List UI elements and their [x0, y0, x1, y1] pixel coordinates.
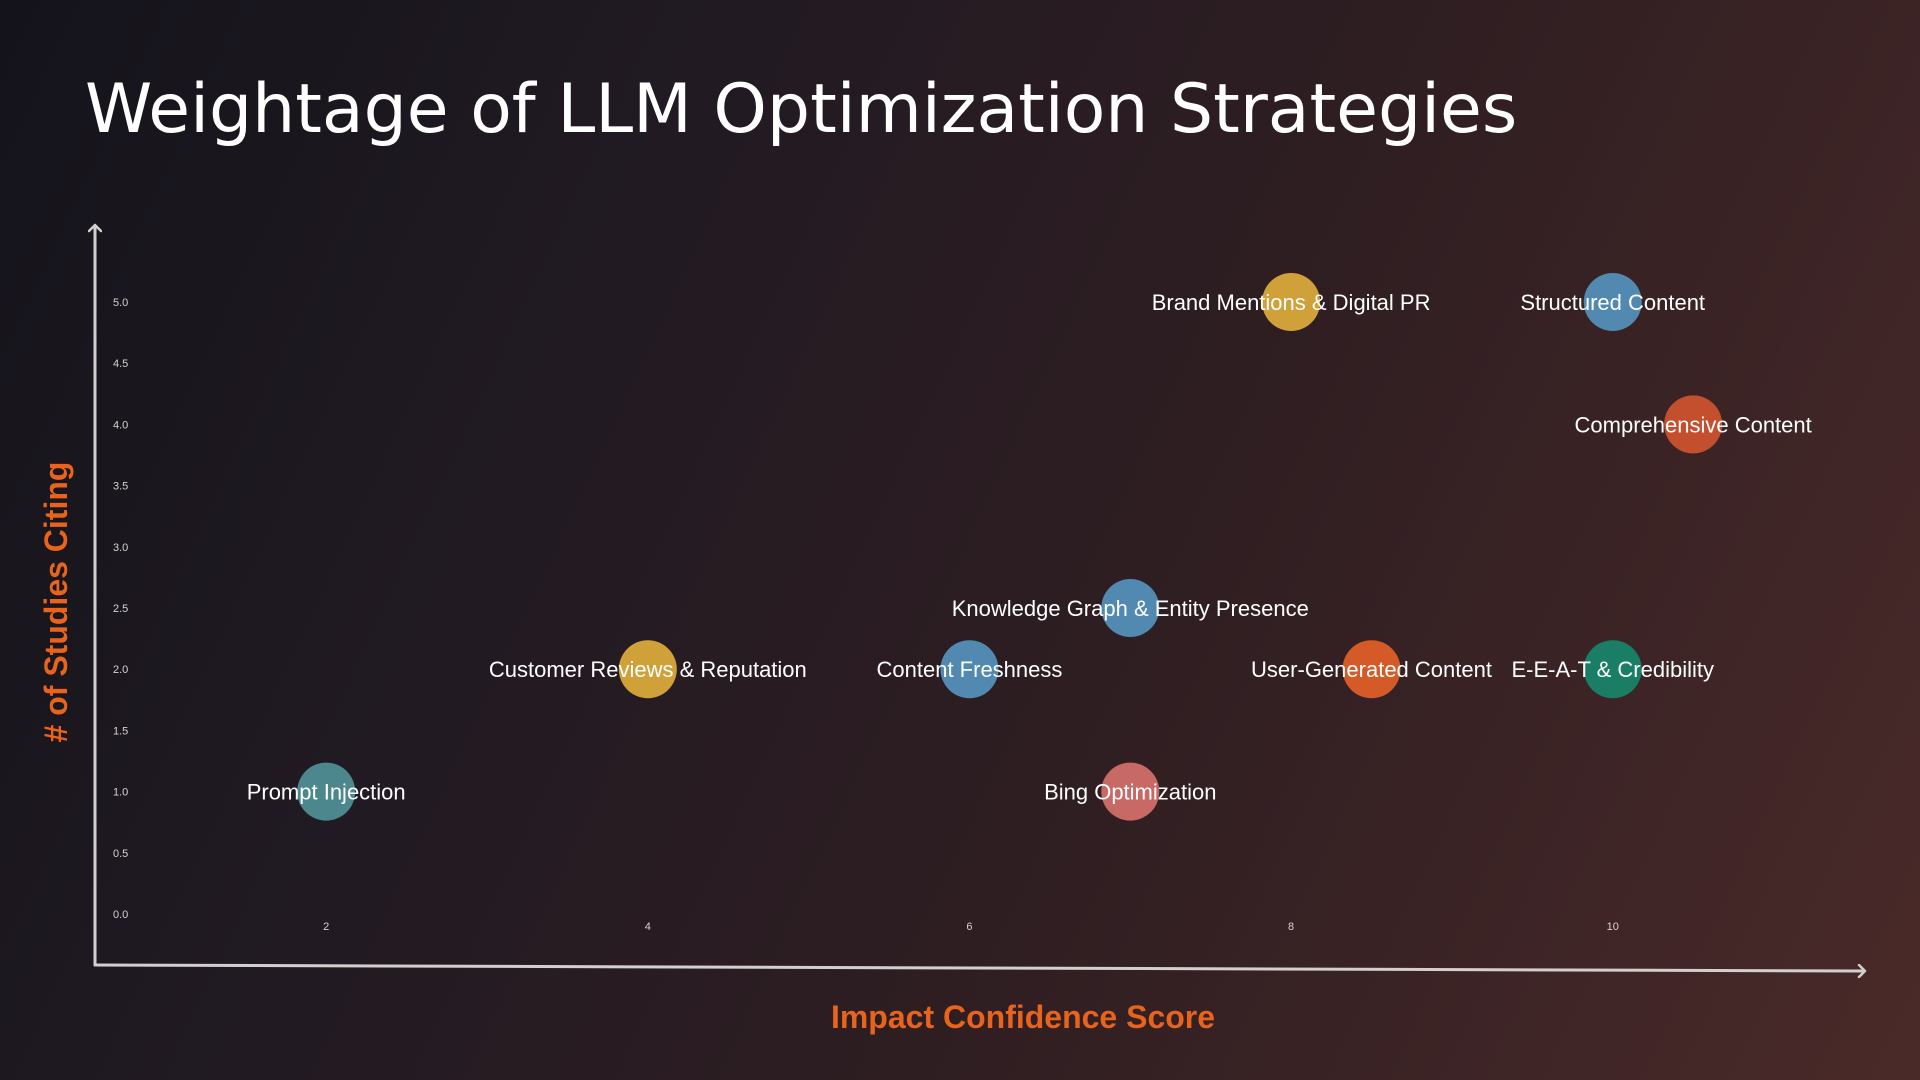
x-tick-label: 2: [323, 921, 329, 933]
data-point: [940, 640, 999, 699]
data-point-label: Comprehensive Content: [1575, 412, 1812, 437]
x-axis-title: Impact Confidence Score: [831, 999, 1215, 1035]
data-point: [1262, 273, 1321, 331]
data-points: [297, 273, 1723, 821]
x-tick-label: 6: [966, 921, 972, 933]
chart-title: Weightage of LLM Optimization Strategies: [85, 70, 1518, 149]
data-point-label: User-Generated Content: [1251, 657, 1492, 682]
x-tick-label: 4: [645, 921, 651, 933]
x-tick-label: 10: [1607, 921, 1619, 933]
y-tick-label: 2.0: [113, 664, 128, 676]
x-tick-label: 8: [1288, 921, 1294, 933]
data-point-label: E-E-A-T & Credibility: [1511, 657, 1714, 682]
y-tick-labels: 0.0 0.5 1.0 1.5 2.0 2.5 3.0 3.5 4.0 4.5 5.0: [113, 297, 128, 921]
data-point-label: Customer Reviews & Reputation: [489, 657, 807, 682]
y-tick-label: 1.5: [113, 725, 128, 737]
y-tick-label: 1.0: [113, 787, 128, 799]
y-tick-label: 3.5: [113, 481, 128, 493]
data-point: [297, 762, 356, 821]
data-point-label: Bing Optimization: [1044, 780, 1216, 805]
data-point-label: Content Freshness: [877, 657, 1063, 682]
data-point: [1583, 640, 1642, 699]
data-point-labels: Brand Mentions & Digital PR Structured Co…: [247, 290, 1812, 805]
y-tick-label: 4.5: [113, 358, 128, 370]
data-point: [1583, 273, 1642, 331]
x-tick-labels: 2 4 6 8 10: [323, 921, 1619, 933]
y-axis-title: # of Studies Citing: [38, 462, 74, 743]
y-tick-label: 0.0: [113, 909, 128, 921]
data-point: [1342, 640, 1401, 699]
data-point-label: Prompt Injection: [247, 780, 406, 805]
y-tick-label: 5.0: [113, 297, 128, 309]
y-tick-label: 0.5: [113, 848, 128, 860]
data-point-label: Brand Mentions & Digital PR: [1152, 290, 1431, 315]
data-point: [1101, 762, 1160, 821]
data-point-label: Structured Content: [1520, 290, 1705, 315]
y-tick-label: 3.0: [113, 542, 128, 554]
y-tick-label: 4.0: [113, 419, 128, 431]
axes: [95, 226, 1864, 971]
x-axis-line: [93, 963, 1864, 971]
data-point: [1101, 579, 1160, 637]
data-point: [1664, 395, 1723, 454]
y-tick-label: 2.5: [113, 603, 128, 615]
data-point: [618, 640, 677, 699]
data-point-label: Knowledge Graph & Entity Presence: [952, 596, 1309, 621]
